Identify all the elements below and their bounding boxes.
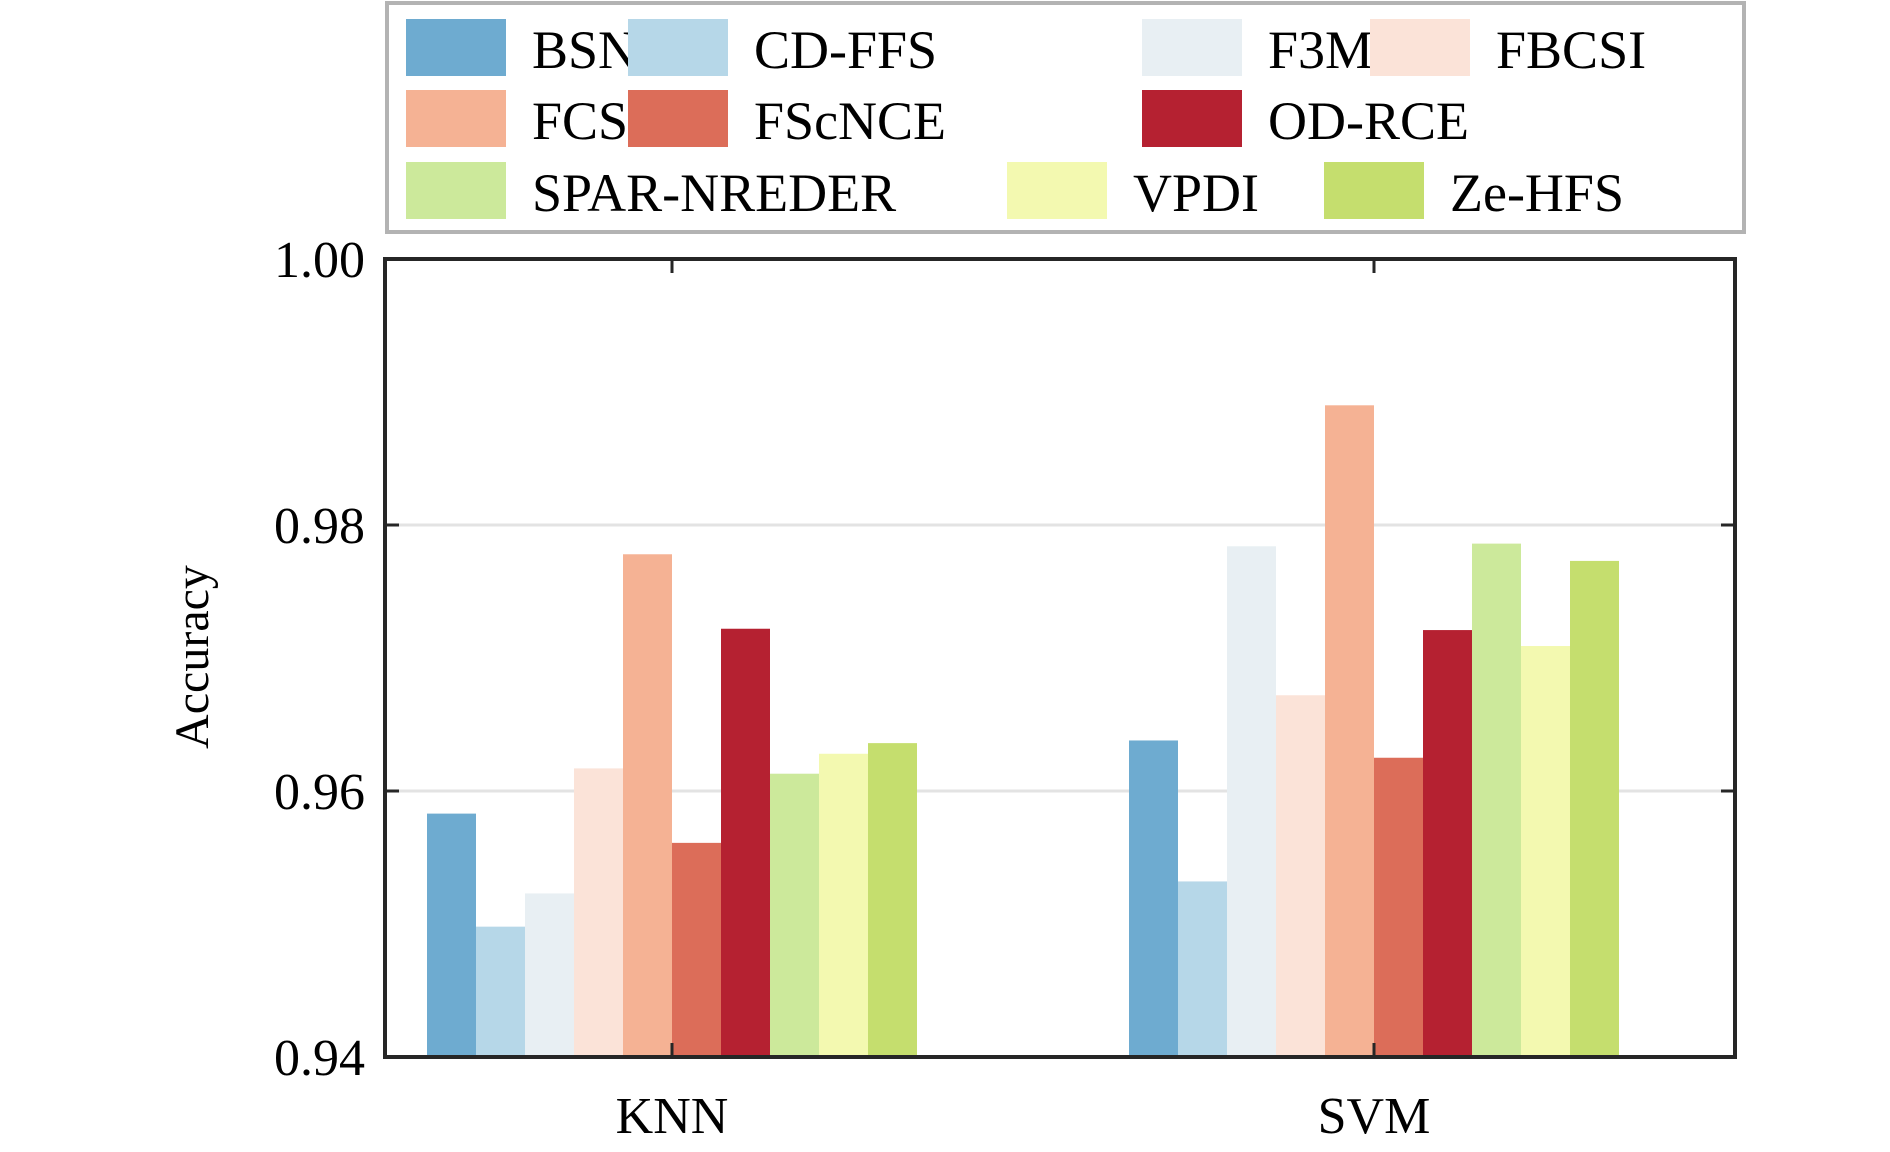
legend-swatch [628,90,728,147]
bar-ze-hfs-svm [1570,560,1619,1057]
legend-item-od-rce: OD-RCE [1142,90,1469,151]
bar-cd-ffs-knn [476,926,525,1057]
bar-fbcsi-knn [574,768,623,1057]
bar-fscnce-svm [1374,757,1423,1057]
legend-item-fscnce: FScNCE [628,90,946,151]
bar-fscnce-knn [672,842,721,1057]
bar-group-svm [1129,405,1619,1057]
y-tick-label: 0.98 [274,498,365,555]
legend-label: SPAR-NREDER [532,163,896,223]
legend-label: Ze-HFS [1450,163,1624,223]
bar-fcssc-svm [1325,405,1374,1057]
legend-swatch [1142,19,1242,76]
legend-label: FScNCE [754,91,946,151]
bar-bsnid-knn [427,813,476,1057]
bar-fcssc-knn [623,554,672,1057]
legend-label: FBCSI [1496,20,1646,80]
bar-vpdi-knn [819,753,868,1057]
legend-swatch [406,162,506,219]
legend-swatch [406,90,506,147]
y-tick-labels: 0.94 0.96 0.98 1.00 [274,232,365,1087]
bar-spar-nreder-svm [1472,543,1521,1057]
bar-spar-nreder-knn [770,773,819,1057]
x-tick-label: KNN [616,1088,729,1145]
legend-item-f3m: F3M [1142,19,1373,80]
legend-item-cd-ffs: CD-FFS [628,19,937,80]
legend-swatch [406,19,506,76]
legend-item-vpdi: VPDI [1007,162,1259,223]
bar-bsnid-svm [1129,740,1178,1057]
legend-label: CD-FFS [754,20,937,80]
bar-vpdi-svm [1521,646,1570,1057]
ticks [385,259,1735,1057]
bars [427,405,1619,1057]
y-tick-label: 1.00 [274,232,365,289]
legend-swatch [1370,19,1470,76]
y-axis-title: Accuracy [166,565,219,749]
legend-label: VPDI [1133,163,1259,223]
legend-swatch [628,19,728,76]
bar-ze-hfs-knn [868,743,917,1057]
bar-f3m-knn [525,893,574,1057]
legend-item-fbcsi: FBCSI [1370,19,1646,80]
y-tick-label: 0.94 [274,1030,365,1087]
legend-swatch [1142,90,1242,147]
x-tick-labels: KNN SVM [616,1088,1431,1145]
y-tick-label: 0.96 [274,764,365,821]
bar-f3m-svm [1227,546,1276,1057]
bar-group-knn [427,554,917,1057]
axes-frame [383,257,1737,1059]
plot-area: 0.94 0.96 0.98 1.00 KNN SVM [274,232,1737,1145]
bar-od-rce-knn [721,628,770,1057]
legend-item-ze-hfs: Ze-HFS [1324,162,1624,223]
x-tick-label: SVM [1318,1088,1431,1145]
bar-od-rce-svm [1423,630,1472,1057]
legend-label: OD-RCE [1268,91,1469,151]
bar-fbcsi-svm [1276,695,1325,1057]
legend-swatch [1007,162,1107,219]
legend-label: F3M [1268,20,1373,80]
legend-swatch [1324,162,1424,219]
legend-item-spar-nreder: SPAR-NREDER [406,162,896,223]
bar-cd-ffs-svm [1178,881,1227,1057]
